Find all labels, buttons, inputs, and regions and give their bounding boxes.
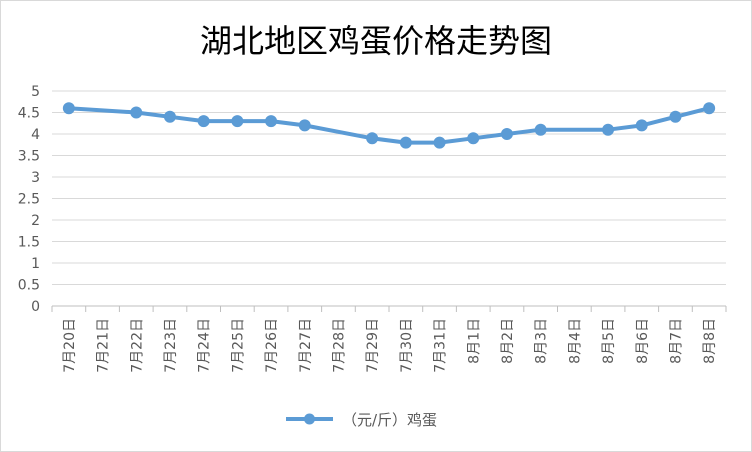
axes [51,305,727,312]
data-point [130,106,143,119]
y-tick-label: 0.5 [18,278,40,294]
data-point [298,119,311,132]
legend-label: （元/斤）鸡蛋 [342,411,437,429]
x-tick-label: 7月30日 [399,318,415,373]
x-tick-label: 7月23日 [163,318,179,373]
x-tick-label: 8月5日 [601,318,617,364]
y-tick-label: 4.5 [18,106,40,122]
x-tick-label: 7月31日 [433,318,449,373]
y-tick-label: 2.5 [18,192,40,208]
x-tick-label: 7月25日 [230,318,246,373]
x-tick-label: 7月28日 [331,318,347,373]
x-tick-label: 8月1日 [466,318,482,364]
y-tick-labels: 0 0.5 1 1.5 2 2.5 3 3.5 4 4.5 5 [18,84,40,315]
x-tick-label: 8月4日 [567,318,583,364]
data-point [534,123,547,136]
x-tick-label: 7月24日 [197,318,213,373]
x-tick-label: 7月27日 [298,318,314,373]
x-tick-label: 7月22日 [129,318,145,373]
legend-dot-marker [304,413,315,425]
x-tick-label: 8月2日 [500,318,516,364]
data-point [635,119,648,132]
chart-title: 湖北地区鸡蛋价格走势图 [200,22,552,60]
data-point [500,128,513,140]
data-point [163,110,176,123]
x-tick-label: 8月8日 [702,318,718,364]
gridlines [52,90,726,285]
x-tick-label: 7月29日 [365,318,381,373]
data-point [366,132,379,145]
data-point [265,115,278,128]
y-tick-label: 4 [31,127,40,143]
data-point [399,136,412,149]
series-line [66,106,712,145]
data-point [467,132,480,145]
x-tick-label: 8月7日 [668,318,684,364]
legend: （元/斤）鸡蛋 [286,411,437,429]
y-tick-label: 3.5 [18,149,40,165]
y-tick-label: 0 [31,299,40,315]
y-tick-label: 1.5 [18,235,40,251]
x-tick-label: 7月20日 [62,318,78,373]
y-tick-label: 5 [31,84,40,100]
data-point [602,123,615,136]
x-tick-label: 7月21日 [96,318,112,373]
y-tick-label: 2 [31,213,40,229]
x-tick-labels: 7月20日 7月21日 7月22日 7月23日 7月24日 7月25日 7月26日 7月27日… [62,318,718,373]
y-tick-label: 1 [31,256,40,272]
data-point [703,102,716,115]
data-point [669,110,682,123]
x-tick-label: 7月26日 [264,318,280,373]
series-layer [62,102,716,149]
data-point [433,136,446,149]
data-point [231,115,244,128]
data-point [197,115,210,128]
x-tick-label: 8月6日 [635,318,651,364]
data-point [62,102,75,115]
y-tick-label: 3 [31,170,40,186]
x-tick-label: 8月3日 [534,318,550,364]
